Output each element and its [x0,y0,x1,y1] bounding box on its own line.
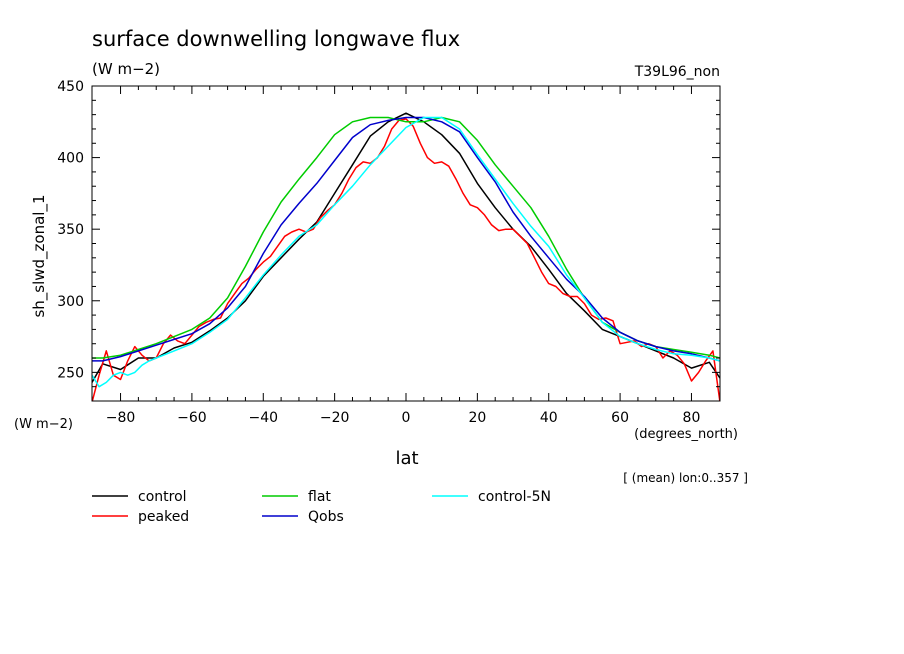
mean-note: [ (mean) lon:0..357 ] [623,471,748,485]
y-tick-label: 450 [57,79,84,95]
x-tick-label: 80 [683,410,701,426]
x-tick-label: −20 [320,410,350,426]
series-line-peaked [92,118,720,401]
legend: control peaked flat Qobs control-5N [92,489,551,525]
chart-title: surface downwelling longwave flux [92,27,460,51]
x-axis-label: lat [395,448,418,469]
legend-label-flat: flat [308,489,331,505]
tick-labels: −80 −60 −40 −20 0 20 40 60 80 250 300 350 400 450 [57,79,700,426]
x-tick-label: −60 [177,410,207,426]
y-axis-label: sh_slwd_zonal_1 [30,194,49,317]
y-tick-label: 400 [57,151,84,167]
units-label-top: (W m−2) [92,60,160,78]
y-unit-label: (W m−2) [14,417,73,432]
series-line-flat [92,116,720,359]
y-tick-label: 250 [57,365,84,381]
x-unit-label: (degrees_north) [634,427,738,442]
y-tick-label: 350 [57,222,84,238]
x-tick-label: −40 [248,410,278,426]
series-line-qobs [92,116,720,362]
series-line-control-5n [92,116,720,388]
x-tick-label: 40 [540,410,558,426]
plot-frame [91,85,721,402]
plot-lines [92,112,720,401]
x-tick-label: −80 [106,410,136,426]
y-tick-label: 300 [57,294,84,310]
x-tick-label: 0 [402,410,411,426]
legend-label-control-5n: control-5N [478,489,551,505]
x-tick-label: 60 [611,410,629,426]
axis-ticks [92,85,720,401]
x-tick-label: 20 [468,410,486,426]
run-label: T39L96_non [634,64,720,80]
legend-label-qobs: Qobs [308,509,344,525]
legend-label-peaked: peaked [138,509,189,525]
legend-label-control: control [138,489,187,505]
